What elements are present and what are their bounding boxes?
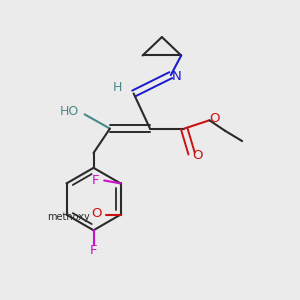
Text: O: O — [91, 207, 102, 220]
Text: methoxy: methoxy — [47, 212, 90, 222]
Text: O: O — [209, 112, 219, 125]
Text: O: O — [192, 149, 203, 162]
Text: F: F — [90, 244, 97, 257]
Text: HO: HO — [59, 105, 79, 118]
Text: F: F — [92, 174, 100, 187]
Text: N: N — [171, 70, 181, 83]
Text: H: H — [112, 81, 122, 94]
